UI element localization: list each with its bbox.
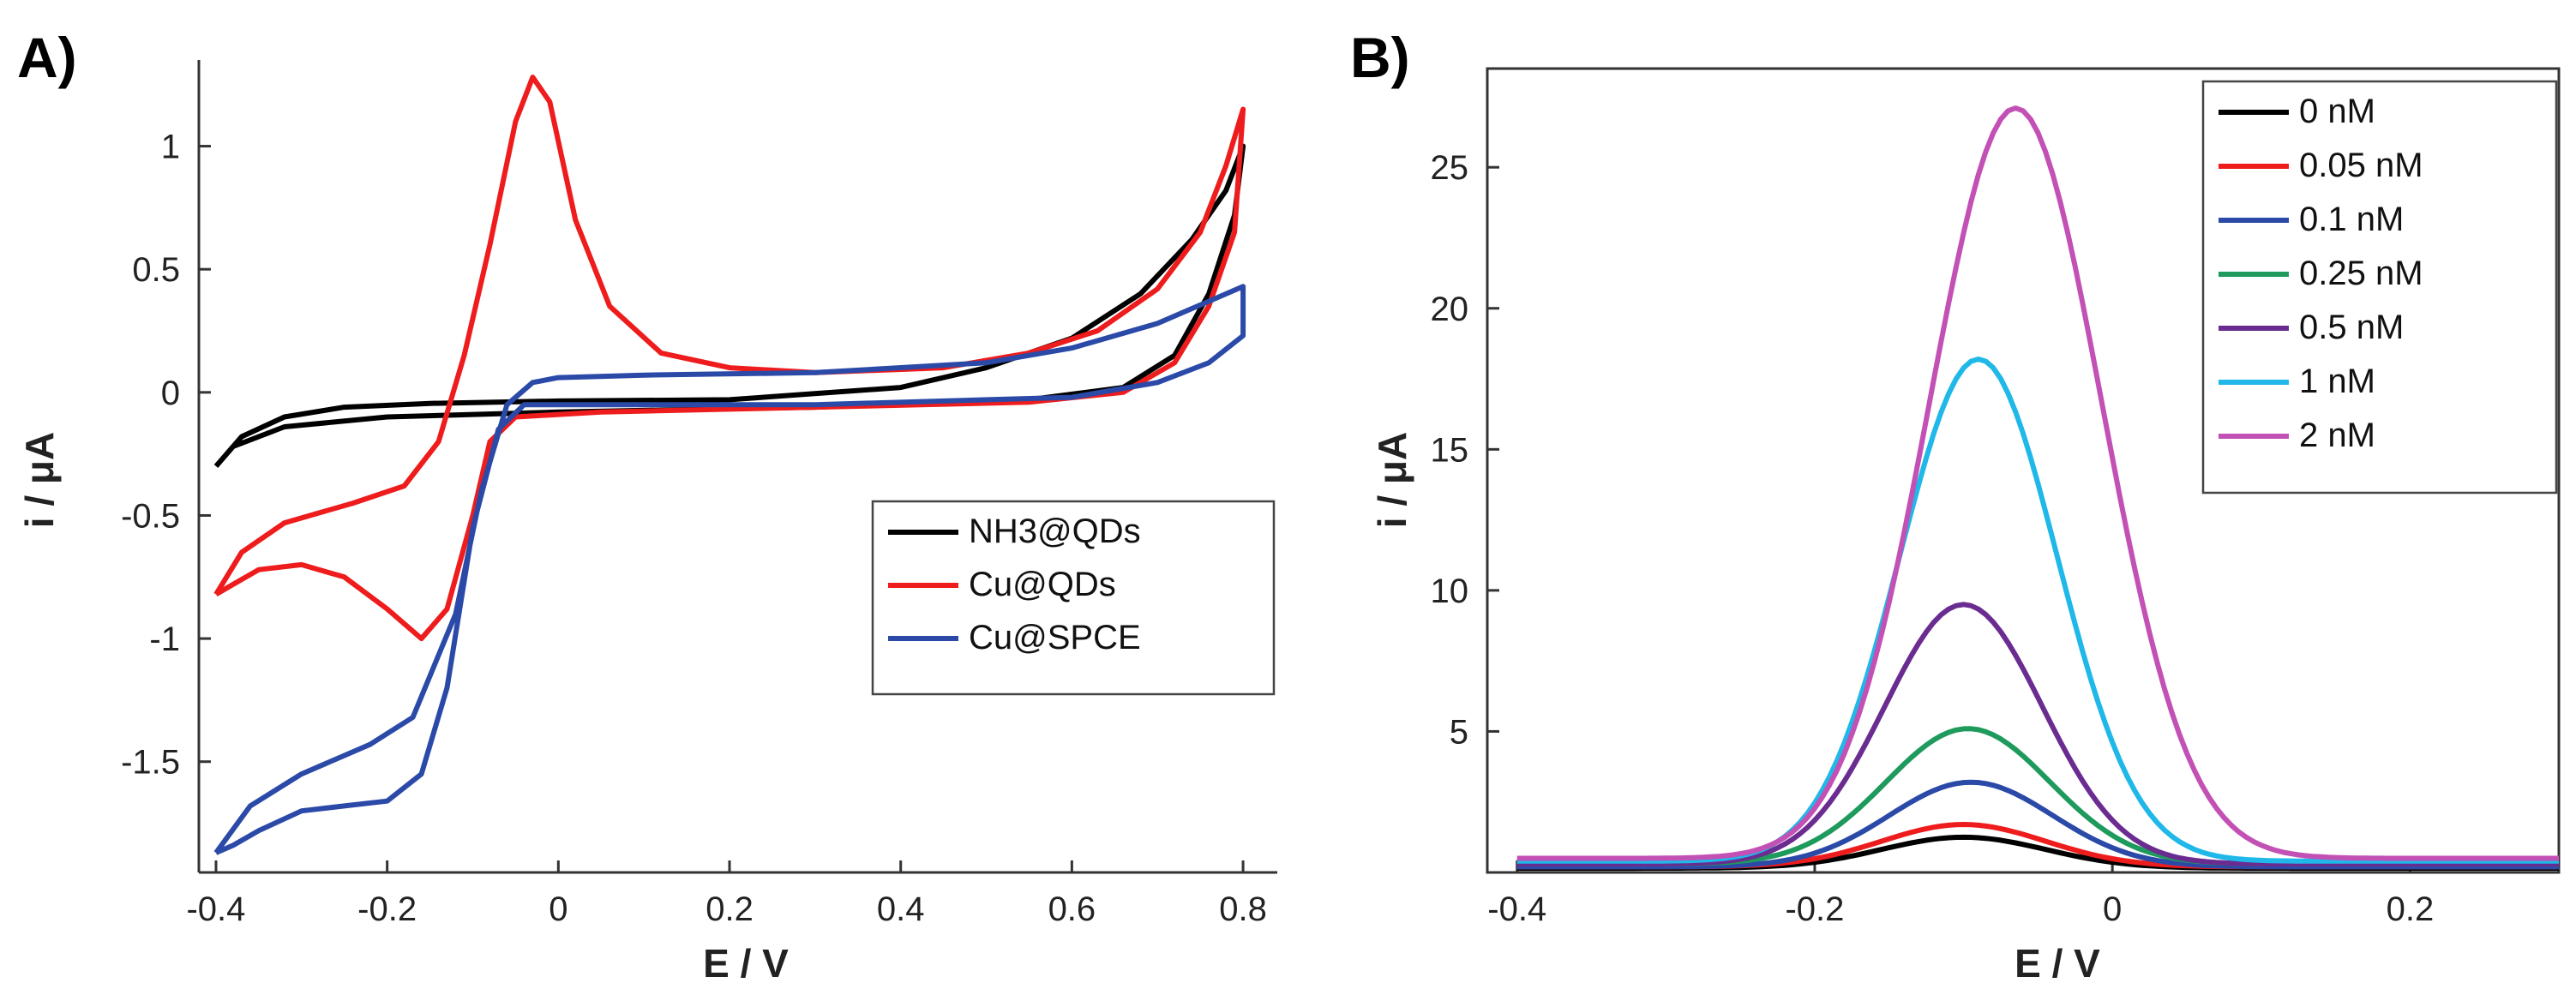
x-tick-label: 0.6: [1048, 890, 1096, 928]
panel-b-legend: 0 nM 0.05 nM 0.1 nM 0.25 nM 0.5 nM 1 nM 2 nM: [2201, 80, 2558, 495]
series-line-nh3-qds: [213, 143, 1246, 468]
panel-b-series: [1516, 105, 2559, 872]
panel-b: B) -0.4 -0.2 0 0.2 5 10 15 20 25 E / V i / μA 0…: [1350, 26, 2561, 986]
series-line-cu-qds: [213, 75, 1246, 642]
series-line-cu-spce: [213, 284, 1246, 855]
panel-a-y-label: i / μA: [17, 432, 62, 528]
x-tick-label: -0.4: [186, 890, 245, 928]
legend-label: 0.25 nM: [2299, 255, 2423, 292]
panel-a-legend: NH3@QDs Cu@QDs Cu@SPCE: [871, 500, 1276, 696]
y-tick-label: 20: [1431, 291, 1469, 328]
x-tick-label: 0.2: [706, 890, 754, 928]
panel-b-x-ticks: -0.4 -0.2 0 0.2: [1487, 860, 2434, 928]
panel-b-y-ticks: 5 10 15 20 25: [1431, 149, 1499, 751]
legend-label: 0.05 nM: [2299, 147, 2423, 184]
legend-label: 0.1 nM: [2299, 201, 2404, 238]
y-tick-label: 0: [161, 375, 180, 412]
legend-box: [2201, 80, 2558, 495]
legend-label: 2 nM: [2299, 417, 2375, 454]
series-line-0-25-nm: [1516, 726, 2559, 867]
panel-a-y-ticks: -1.5 -1 -0.5 0 0.5 1: [121, 129, 211, 782]
y-tick-label: 5: [1450, 713, 1468, 751]
panel-b-label: B): [1350, 26, 1410, 89]
x-tick-label: 0.8: [1219, 890, 1267, 928]
legend-label: Cu@QDs: [969, 566, 1116, 603]
series-line-1-nm: [1516, 357, 2559, 864]
panel-a-axes: [197, 60, 1277, 874]
y-tick-label: 25: [1431, 149, 1469, 187]
x-tick-label: 0.2: [2387, 890, 2435, 928]
panel-a-x-label: E / V: [703, 941, 789, 986]
x-tick-label: 0.4: [877, 890, 925, 928]
panel-a-label: A): [17, 26, 77, 89]
y-tick-label: -0.5: [121, 497, 180, 535]
y-tick-label: 15: [1431, 431, 1469, 469]
legend-label: NH3@QDs: [969, 512, 1141, 550]
x-tick-label: -0.2: [1785, 890, 1844, 928]
legend-label: 1 nM: [2299, 363, 2375, 400]
panel-b-y-label: i / μA: [1370, 432, 1414, 528]
legend-label: 0.5 nM: [2299, 309, 2404, 346]
panel-a-series: [213, 75, 1246, 855]
plot-frame: [1486, 67, 2561, 874]
x-tick-label: -0.2: [357, 890, 417, 928]
y-tick-label: -1: [149, 620, 180, 658]
panel-b-axes: [1486, 67, 2561, 874]
y-tick-label: 10: [1431, 572, 1469, 610]
panel-a-x-ticks: -0.4 -0.2 0 0.2 0.4 0.6 0.8: [186, 860, 1267, 928]
legend-label: Cu@SPCE: [969, 619, 1141, 656]
x-tick-label: 0: [2103, 890, 2122, 928]
x-tick-label: 0: [549, 890, 567, 928]
series-line-2-nm: [1516, 105, 2559, 861]
series-line-0-5-nm: [1516, 602, 2559, 867]
y-tick-label: 0.5: [132, 251, 180, 289]
x-tick-label: -0.4: [1487, 890, 1546, 928]
panel-a: A) -0.4 -0.2 0 0.2 0.4 0.6 0.8 -1.5 -1 -0.5 0 0.5 1…: [17, 26, 1277, 986]
legend-label: 0 nM: [2299, 93, 2375, 130]
series-line-0-1-nm: [1516, 779, 2559, 870]
y-tick-label: -1.5: [121, 744, 180, 782]
panel-b-x-label: E / V: [2015, 941, 2100, 986]
y-tick-label: 1: [161, 129, 180, 166]
